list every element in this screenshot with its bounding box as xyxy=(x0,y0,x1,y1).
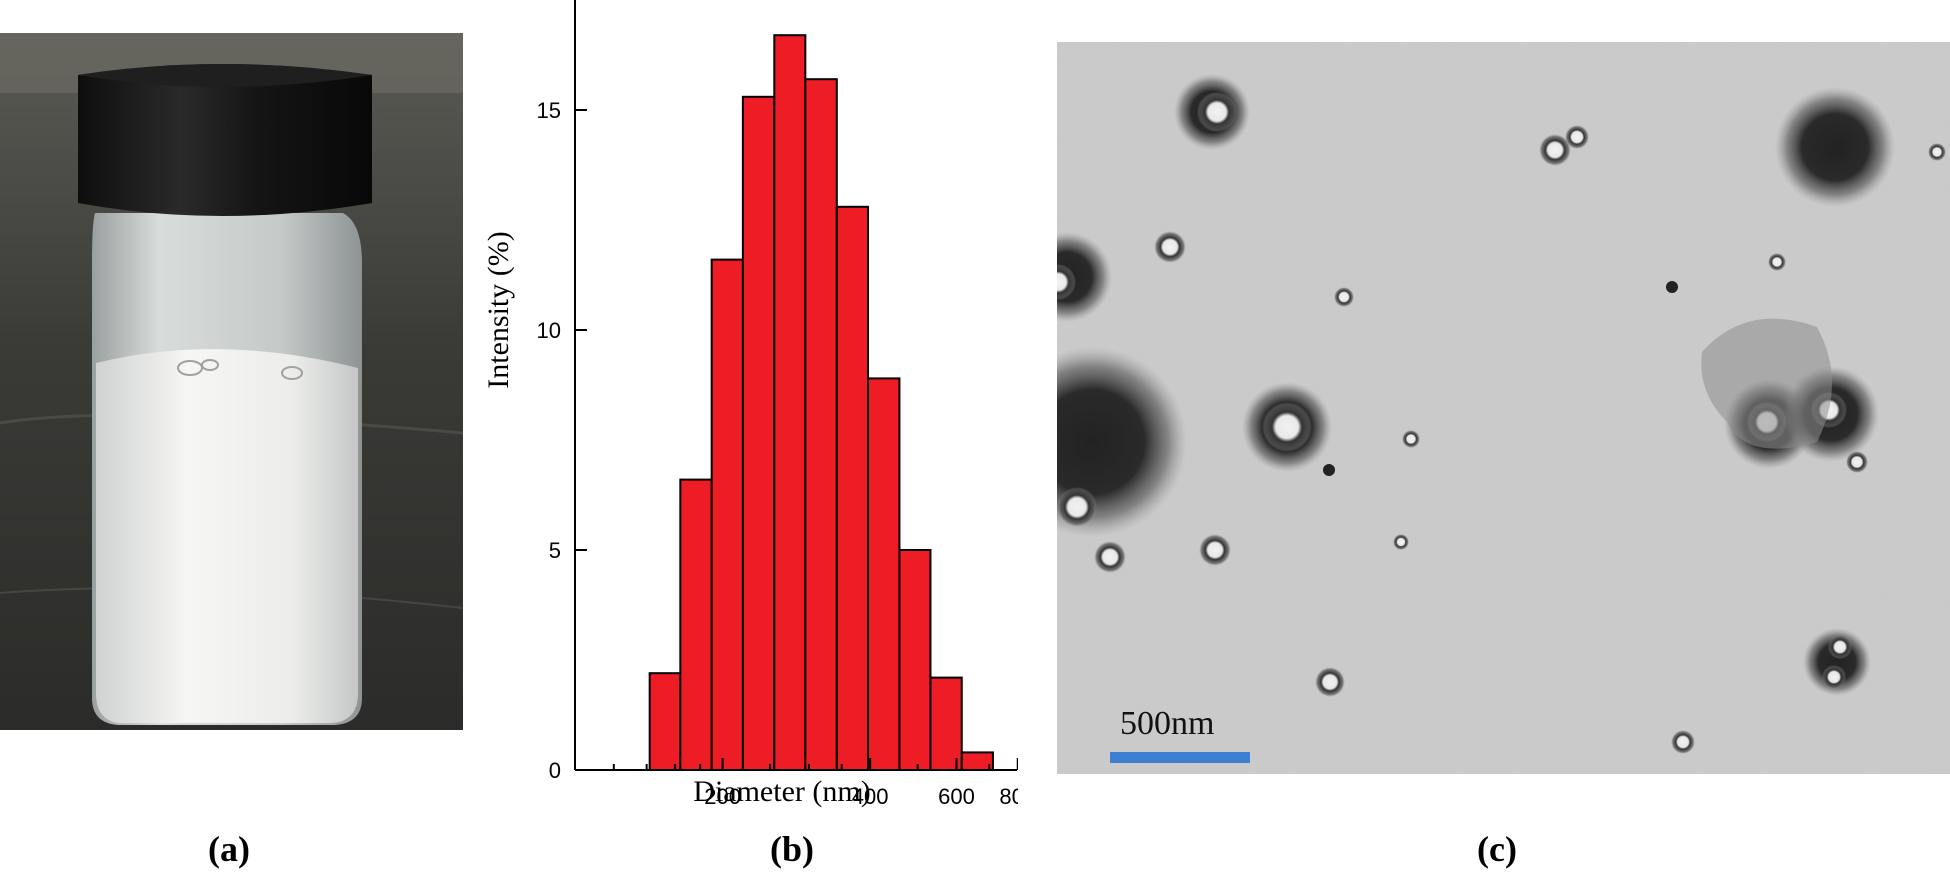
vial-icon xyxy=(0,33,464,730)
histogram-bar xyxy=(710,258,744,771)
scale-bar-label: 500nm xyxy=(1120,705,1214,742)
scale-bar xyxy=(1110,752,1250,763)
histogram-bar xyxy=(929,676,963,771)
histogram-bar xyxy=(679,478,713,771)
histogram-bar xyxy=(648,672,682,772)
y-tick-label: 5 xyxy=(549,538,561,563)
histogram-bar xyxy=(867,377,901,771)
x-tick-label: 800 xyxy=(999,784,1018,809)
histogram-axes: 200 400 600 800 0 5 10 15 xyxy=(537,0,1036,809)
histogram-bar xyxy=(773,34,807,771)
x-tick-label: 200 xyxy=(704,784,741,809)
vial-photo xyxy=(0,33,464,730)
y-tick-label: 10 xyxy=(537,318,561,343)
caption-c: (c) xyxy=(1477,829,1517,869)
caption-a: (a) xyxy=(208,829,250,869)
histogram-bar xyxy=(898,549,932,771)
caption-b: (b) xyxy=(770,829,814,869)
y-tick-label: 0 xyxy=(549,758,561,783)
histogram-bar xyxy=(741,95,776,772)
x-tick-label: 400 xyxy=(852,784,889,809)
histogram-bar xyxy=(960,751,994,772)
y-axis-label: Intensity (%) xyxy=(482,231,515,388)
tem-micrograph: 500nm xyxy=(997,42,1950,774)
histogram-bar xyxy=(804,78,838,771)
x-axis-label: Diameter (nm) xyxy=(693,775,870,808)
histogram-bar xyxy=(835,205,870,772)
histogram-bars xyxy=(648,34,994,772)
y-tick-label: 15 xyxy=(537,98,561,123)
size-histogram: 200 400 600 800 0 5 10 15 Intensity (%) Diamete… xyxy=(478,0,1036,820)
x-tick-label: 600 xyxy=(938,784,975,809)
